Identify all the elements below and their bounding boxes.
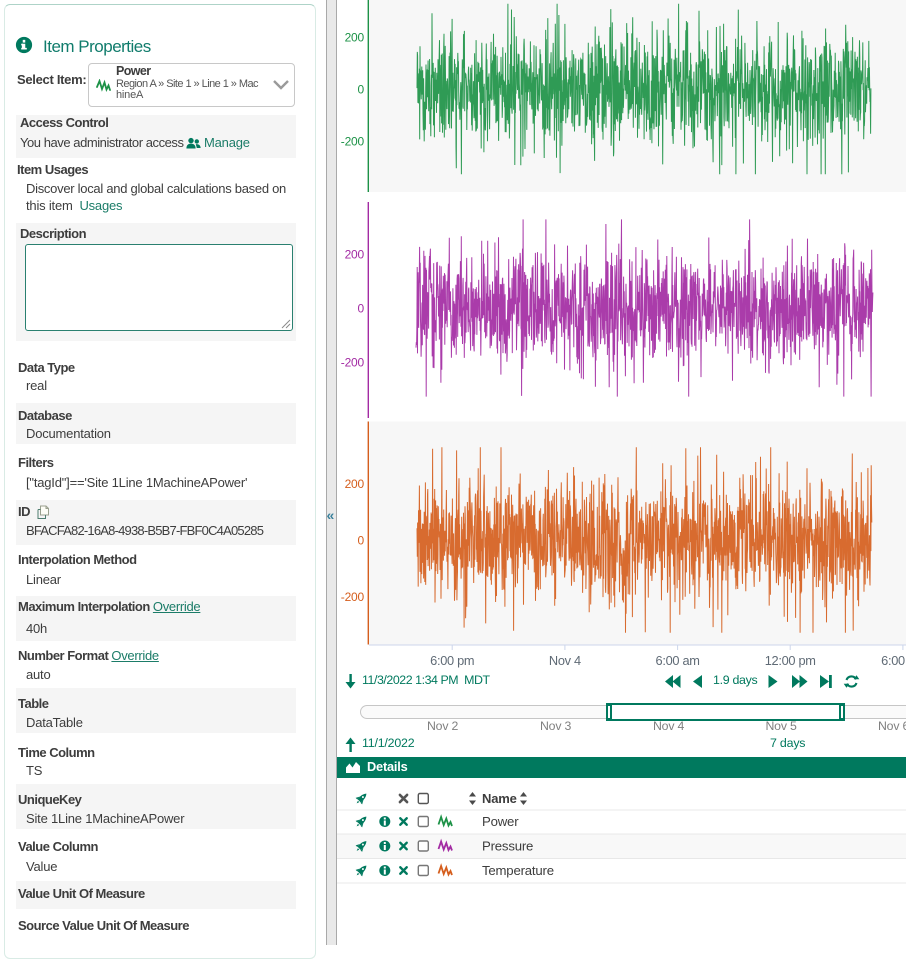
svg-text:200: 200: [345, 31, 365, 45]
svg-text:-200: -200: [341, 135, 365, 149]
svg-text:0: 0: [358, 302, 365, 316]
svg-text:-200: -200: [341, 356, 365, 370]
svg-text:12:00 pm: 12:00 pm: [765, 653, 816, 668]
svg-text:0: 0: [358, 83, 365, 97]
svg-text:200: 200: [345, 248, 365, 262]
svg-text:-200: -200: [341, 590, 365, 604]
svg-text:6:00 am: 6:00 am: [656, 653, 700, 668]
svg-text:Name: Name: [482, 791, 517, 806]
svg-text:Pressure: Pressure: [482, 839, 533, 854]
svg-text:200: 200: [345, 477, 365, 491]
svg-text:0: 0: [358, 534, 365, 548]
svg-text:Power: Power: [482, 814, 519, 829]
svg-text:6:00: 6:00: [881, 653, 905, 668]
svg-text:Temperature: Temperature: [482, 863, 554, 878]
svg-text:Nov 4: Nov 4: [549, 653, 581, 668]
svg-text:6:00 pm: 6:00 pm: [430, 653, 474, 668]
